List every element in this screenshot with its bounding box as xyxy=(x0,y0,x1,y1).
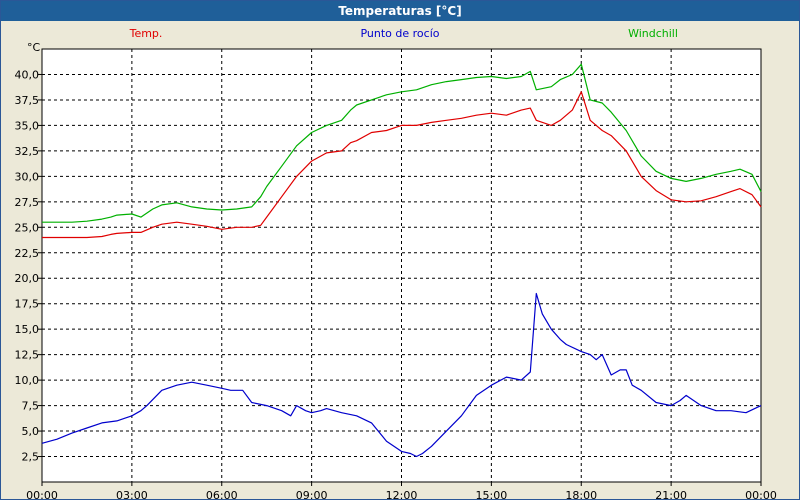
y-tick-label: 20,0 xyxy=(15,272,40,285)
x-tick-time-label: 06:00 xyxy=(206,489,238,499)
series-line-dew xyxy=(41,292,762,458)
series-line-windchill xyxy=(42,63,762,223)
y-tick-label: 35,0 xyxy=(15,119,40,132)
x-tick-time-label: 00:00 xyxy=(26,489,58,499)
x-tick-time-label: 09:00 xyxy=(296,489,328,499)
y-tick-label: 10,0 xyxy=(15,374,40,387)
x-tick-time-label: 00:00 xyxy=(745,489,777,499)
x-tick-time-label: 15:00 xyxy=(476,489,508,499)
y-tick-label: 30,0 xyxy=(15,170,40,183)
x-tick-time-label: 12:00 xyxy=(386,489,418,499)
series-line-temp xyxy=(42,91,762,239)
y-tick-label: 7,5 xyxy=(22,400,40,413)
y-tick-label: 2,5 xyxy=(22,451,40,464)
y-tick-label: 32,5 xyxy=(15,145,40,158)
y-tick-label: 12,5 xyxy=(15,349,40,362)
legend-dew-point: Punto de rocío xyxy=(360,27,439,40)
y-tick-label: 37,5 xyxy=(15,94,40,107)
x-tick-time-label: 03:00 xyxy=(116,489,148,499)
legend-windchill: Windchill xyxy=(628,27,678,40)
legend-temp: Temp. xyxy=(129,27,163,40)
chart-title: Temperaturas [°C] xyxy=(1,1,799,21)
y-tick-label: 15,0 xyxy=(15,323,40,336)
y-axis-unit-label: °C xyxy=(27,41,41,54)
y-tick-label: 17,5 xyxy=(15,298,40,311)
y-tick-label: 22,5 xyxy=(15,247,40,260)
y-tick-label: 27,5 xyxy=(15,196,40,209)
temperature-chart: 2,5 5,0 7,5 10,0 12,5 15,0 17,5 20,0 22,5 25,0 27,… xyxy=(15,27,777,499)
y-tick-label: 25,0 xyxy=(15,221,40,234)
y-tick-label: 5,0 xyxy=(22,425,40,438)
y-tick-label: 40,0 xyxy=(15,68,40,81)
x-tick-time-label: 18:00 xyxy=(565,489,597,499)
x-tick-time-label: 21:00 xyxy=(655,489,687,499)
